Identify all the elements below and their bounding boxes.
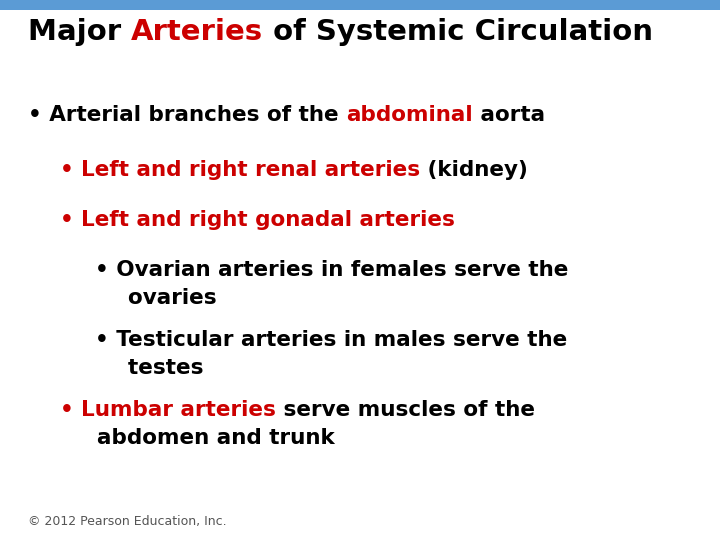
- Bar: [0, 0, 720, 10]
- Text: Major: Major: [28, 18, 131, 46]
- Text: •: •: [60, 210, 81, 230]
- Text: Left and right renal arteries: Left and right renal arteries: [81, 160, 420, 180]
- Text: aorta: aorta: [473, 105, 545, 125]
- Text: abdominal: abdominal: [346, 105, 473, 125]
- Text: • Ovarian arteries in females serve the: • Ovarian arteries in females serve the: [95, 260, 568, 280]
- Text: •: •: [60, 400, 81, 420]
- Text: • Arterial branches of the: • Arterial branches of the: [28, 105, 346, 125]
- Text: • Testicular arteries in males serve the: • Testicular arteries in males serve the: [95, 330, 567, 350]
- Text: •: •: [60, 160, 81, 180]
- Text: ovaries: ovaries: [113, 288, 217, 308]
- Text: abdomen and trunk: abdomen and trunk: [82, 428, 335, 448]
- Text: of Systemic Circulation: of Systemic Circulation: [264, 18, 653, 46]
- Text: Left and right gonadal arteries: Left and right gonadal arteries: [81, 210, 455, 230]
- Text: (kidney): (kidney): [420, 160, 528, 180]
- Text: Lumbar arteries: Lumbar arteries: [81, 400, 276, 420]
- Text: testes: testes: [113, 358, 204, 378]
- Text: © 2012 Pearson Education, Inc.: © 2012 Pearson Education, Inc.: [28, 515, 227, 528]
- Text: serve muscles of the: serve muscles of the: [276, 400, 535, 420]
- Text: Arteries: Arteries: [131, 18, 264, 46]
